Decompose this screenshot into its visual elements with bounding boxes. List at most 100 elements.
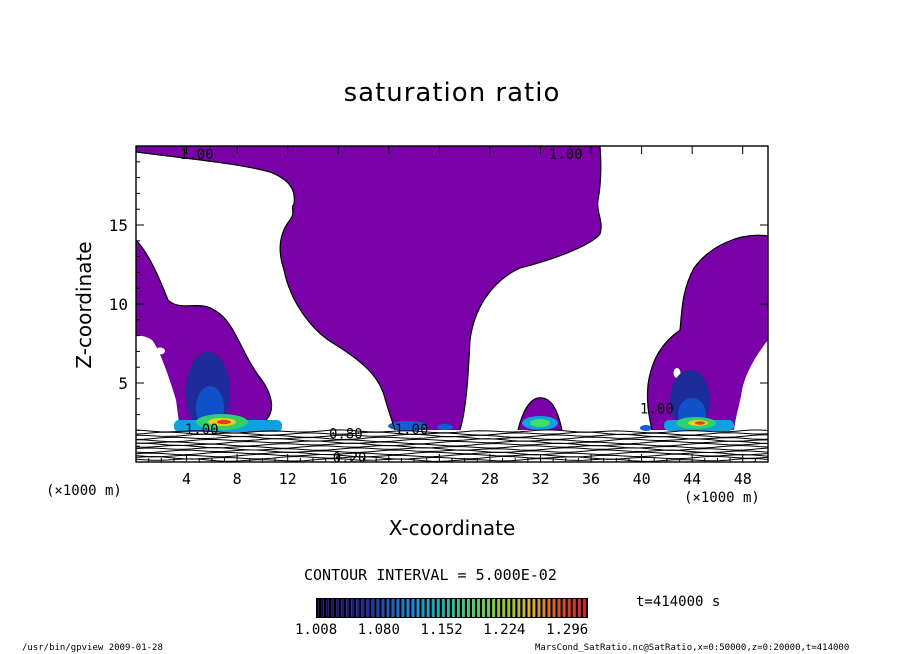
colorbar-cell (507, 598, 511, 618)
colorbar-cell-border (469, 598, 473, 618)
colorbar-cell-border (419, 598, 422, 618)
colorbar-cell-border (333, 598, 337, 618)
colorbar (316, 598, 588, 618)
y-tick-label: 15 (109, 216, 128, 235)
stratified-contour (136, 433, 768, 438)
colorbar-cell (316, 598, 319, 618)
colorbar-cell (497, 598, 501, 618)
colorbar-cell (376, 598, 380, 618)
colorbar-cell (381, 598, 385, 618)
colorbar-cell-border (439, 598, 442, 618)
colorbar-cell (341, 598, 344, 618)
colorbar-cell (331, 598, 334, 618)
colorbar-cell-border (434, 598, 437, 618)
x-tick-label: 40 (633, 470, 651, 488)
colorbar-cell (512, 598, 516, 618)
colorbar-cell (431, 598, 435, 618)
x-tick-label: 4 (182, 470, 191, 488)
colorbar-cell (386, 598, 390, 618)
colorbar-cell-border (379, 598, 382, 618)
colorbar-cell (567, 598, 571, 618)
contour-interval-label: CONTOUR INTERVAL = 5.000E-02 (304, 566, 557, 584)
stratified-contour (136, 455, 768, 460)
colorbar-tick-label: 1.080 (357, 622, 400, 638)
colorbar-cell (416, 598, 420, 618)
core-mid-green (530, 419, 550, 427)
colorbar-cell-border (338, 598, 342, 618)
x-tick-label: 36 (582, 470, 600, 488)
contour-labels: 1.00 1.00 1.00 1.00 0.80 0.20 1.00 (180, 147, 674, 466)
contour-label: 1.00 (180, 147, 214, 163)
stratified-contours (136, 429, 768, 462)
colorbar-cell-border (520, 598, 523, 618)
colorbar-cell-border (389, 598, 392, 618)
contour-one (136, 146, 768, 431)
colorbar-cell-border (354, 598, 357, 618)
x-axis: 4 8 12 16 20 24 28 32 36 40 44 48 (148, 146, 756, 488)
colorbar-cell-border (323, 598, 327, 618)
colorbar-cell (482, 598, 485, 618)
colorbar-cell (356, 598, 360, 618)
colorbar-cell (351, 598, 355, 618)
x-tick-label: 28 (481, 470, 499, 488)
colorbar-labels: 1.008 1.080 1.152 1.224 1.296 (295, 622, 600, 642)
colorbar-cell (321, 598, 324, 618)
stratified-contour (136, 429, 768, 434)
colorbar-cell-border (318, 598, 322, 618)
colorbar-cell-border (545, 598, 548, 618)
colorbar-cell-border (505, 598, 508, 618)
colorbar-cell (502, 598, 506, 618)
x-tick-label: 12 (279, 470, 297, 488)
colorbar-cell-border (449, 598, 452, 618)
x-axis-label: X-coordinate (388, 516, 516, 540)
colorbar-cell (547, 598, 551, 618)
colorbar-cell (522, 598, 526, 618)
stratified-contour (136, 444, 768, 449)
colorbar-cell-border (535, 598, 538, 618)
colorbar-cell (401, 598, 405, 618)
colorbar-cell-border (464, 598, 468, 618)
colorbar-cell (557, 598, 561, 618)
stratified-contour (136, 442, 768, 447)
contour-label: 0.20 (333, 450, 367, 466)
y-tick-label: 10 (109, 295, 128, 314)
stratified-contour (136, 453, 768, 458)
colorbar-cell-border (424, 598, 427, 618)
colorbar-cell-border (348, 598, 352, 618)
colorbar-tick-label: 1.008 (295, 622, 338, 638)
colorbar-cell-border (369, 598, 372, 618)
colorbar-cell-border (540, 598, 543, 618)
colorbar-cell (441, 598, 445, 618)
stratified-contour (136, 438, 768, 443)
colorbar-cell-border (474, 598, 478, 618)
colorbar-cell-border (515, 598, 518, 618)
colorbar-cell-border (560, 598, 563, 618)
colorbar-cell (492, 598, 496, 618)
colorbar-cell-border (575, 598, 578, 618)
colorbar-cell (562, 598, 566, 618)
y-tick-label: 5 (118, 374, 128, 393)
footer-left: /usr/bin/gpview 2009-01-28 (22, 643, 163, 653)
saturated-region (136, 146, 602, 430)
colorbar-cell (361, 598, 365, 618)
contour-label: 1.00 (640, 401, 674, 417)
colorbar-cell (426, 598, 430, 618)
colorbar-cell (346, 598, 349, 618)
colorbar-cell-border (384, 598, 387, 618)
stratified-contour (136, 447, 768, 451)
white-hole (155, 347, 165, 355)
colorbar-cell-border (510, 598, 513, 618)
colorbar-cell-border (429, 598, 432, 618)
colorbar-cell-border (359, 598, 362, 618)
colorbar-cell-border (495, 598, 498, 618)
colorbar-cell (542, 598, 546, 618)
colorbar-cell-border (580, 598, 583, 618)
y-axis: 5 10 15 (109, 161, 768, 447)
core-small-mid (437, 424, 453, 430)
colorbar-cell (326, 598, 329, 618)
core-red-left (217, 419, 231, 425)
colorbar-cell (487, 598, 491, 618)
chart-title: saturation ratio (343, 78, 561, 108)
core-small-center (388, 421, 428, 431)
x-tick-label: 16 (329, 470, 347, 488)
